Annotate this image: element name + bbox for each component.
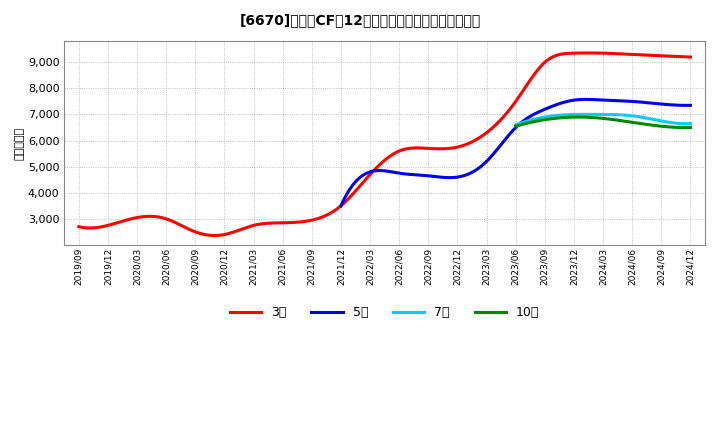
10年 (686, 125, 695, 130)
3年 (441, 146, 449, 151)
5年 (544, 105, 552, 110)
7年 (616, 112, 624, 117)
3年 (438, 146, 447, 151)
Line: 10年: 10年 (516, 117, 690, 128)
3年 (633, 52, 642, 57)
3年 (210, 233, 218, 238)
7年 (686, 121, 695, 126)
3年 (586, 50, 595, 55)
5年 (545, 105, 554, 110)
7年 (512, 122, 521, 127)
Line: 3年: 3年 (78, 53, 690, 235)
10年 (616, 118, 624, 123)
10年 (619, 118, 628, 124)
Y-axis label: （百万円）: （百万円） (15, 127, 25, 160)
5年 (654, 101, 663, 106)
7年 (660, 119, 668, 124)
10年 (660, 124, 668, 129)
5年 (551, 103, 559, 108)
Line: 7年: 7年 (516, 114, 690, 125)
5年 (632, 99, 641, 104)
3年 (76, 224, 85, 230)
10年 (574, 114, 582, 120)
3年 (74, 224, 83, 229)
5年 (581, 97, 590, 102)
3年 (451, 145, 459, 150)
10年 (670, 125, 679, 130)
7年 (619, 112, 628, 117)
7年 (670, 121, 679, 126)
10年 (511, 124, 520, 129)
Line: 5年: 5年 (341, 99, 690, 206)
5年 (338, 201, 346, 206)
Legend: 3年, 5年, 7年, 10年: 3年, 5年, 7年, 10年 (225, 301, 544, 324)
10年 (616, 118, 625, 123)
3年 (594, 51, 603, 56)
3年 (686, 55, 695, 60)
7年 (616, 112, 625, 117)
5年 (686, 103, 695, 108)
7年 (582, 112, 590, 117)
7年 (511, 122, 520, 128)
10年 (512, 123, 521, 128)
5年 (337, 203, 346, 209)
10年 (681, 125, 690, 130)
Text: [6670]　営業CFだ12か月移動合計の標準偏差の推移: [6670] 営業CFだ12か月移動合計の標準偏差の推移 (239, 13, 481, 27)
